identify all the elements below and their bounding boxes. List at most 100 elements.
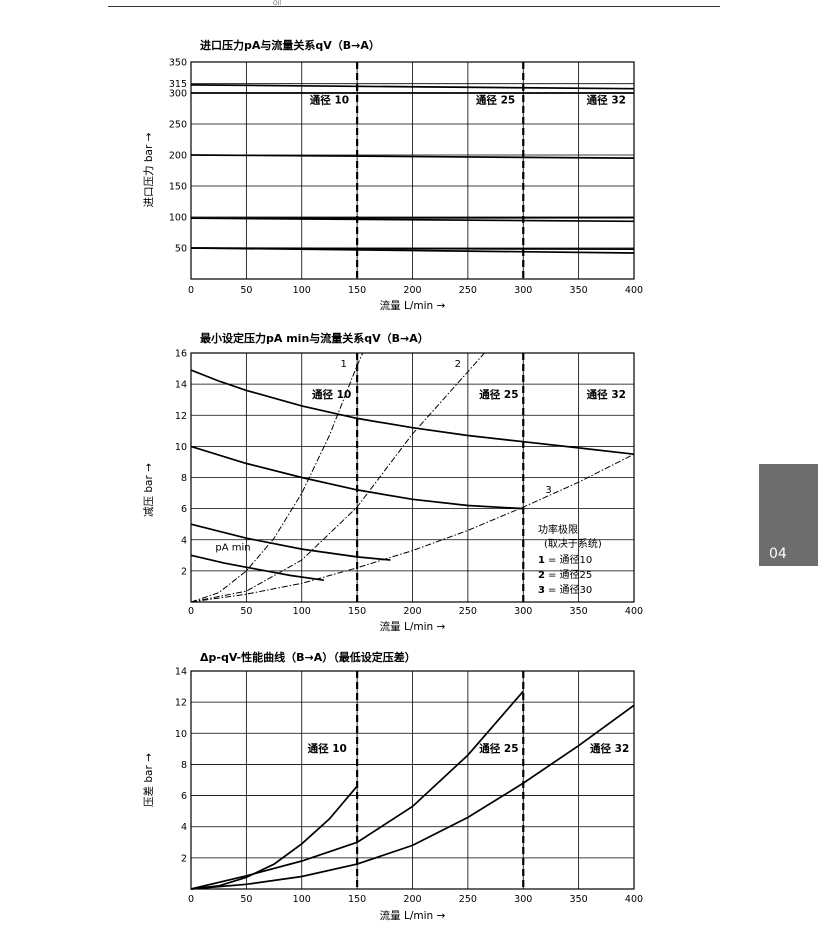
legend-item-text: = 通径10 [548, 553, 592, 566]
region-label: 通径 10 [310, 94, 349, 107]
y-tick-label: 150 [169, 182, 187, 193]
x-tick-label: 150 [348, 606, 366, 617]
curve-label: pA min [215, 543, 250, 554]
series-line-1 [190, 84, 635, 90]
chart-title: 进口压力pA与流量关系qV（B→A） [200, 38, 380, 52]
x-tick-label: 100 [293, 894, 311, 905]
y-tick-label: 100 [169, 213, 187, 224]
x-tick-label: 250 [459, 606, 477, 617]
series-line-2 [190, 445, 524, 510]
y-tick-label: 315 [169, 79, 187, 90]
y-axis-label: 压差 bar → [142, 753, 155, 807]
chart-title: 最小设定压力pA min与流量关系qV（B→A） [200, 331, 429, 345]
y-tick-label: 8 [181, 760, 187, 771]
y-tick-label: 2 [181, 566, 187, 577]
chart-2: 最小设定压力pA min与流量关系qV（B→A） 0 50 100 150 200 250 3… [143, 331, 643, 633]
x-tick-label: 250 [459, 285, 477, 296]
x-tick-label: 400 [625, 285, 643, 296]
x-tick-label: 350 [570, 894, 588, 905]
x-tick-label: 200 [403, 285, 421, 296]
y-tick-label: 200 [169, 151, 187, 162]
y-axis-label: 进口压力 bar → [142, 132, 155, 207]
region-label: 通径 32 [587, 388, 626, 401]
x-tick-label: 250 [459, 894, 477, 905]
chart-title: Δp-qV-性能曲线（B→A）（最低设定压差） [200, 650, 416, 664]
region-label: 通径 25 [479, 388, 518, 401]
series-line-6 [190, 216, 635, 220]
y-tick-label: 10 [175, 442, 187, 453]
series-line-5 [190, 352, 364, 603]
x-tick-label: 100 [293, 285, 311, 296]
y-tick-label: 50 [175, 244, 187, 255]
region-label: 通径 25 [476, 94, 515, 107]
top-rule [108, 6, 720, 7]
region-label: 通径 10 [308, 742, 347, 755]
x-tick-label: 50 [240, 285, 252, 296]
series-line-6 [190, 352, 485, 603]
y-axis-label: 减压 bar → [143, 463, 155, 517]
legend-item-number: 2 [538, 570, 545, 581]
y-tick-label: 2 [181, 853, 187, 864]
legend-item-text: = 通径25 [548, 568, 592, 581]
x-tick-label: 50 [240, 894, 252, 905]
x-tick-label: 400 [625, 894, 643, 905]
y-tick-label: 4 [181, 822, 187, 833]
curve-label: 2 [455, 359, 461, 370]
plot-frame [190, 61, 635, 280]
chart-1: 进口压力pA与流量关系qV（B→A） 0 50 100 150 200 250 300 350 4… [142, 38, 643, 312]
series-line-3 [190, 523, 391, 561]
y-tick-label: 8 [181, 473, 187, 484]
x-tick-label: 150 [348, 894, 366, 905]
x-tick-label: 350 [570, 606, 588, 617]
x-tick-label: 300 [514, 285, 532, 296]
y-tick-label: 16 [175, 349, 187, 360]
legend-item-number: 1 [538, 555, 545, 566]
y-tick-label: 6 [181, 504, 187, 515]
region-label: 通径 25 [479, 742, 518, 755]
y-tick-label: 6 [181, 791, 187, 802]
series-line-7 [190, 247, 635, 254]
legend-subtitle: (取决于系统) [544, 537, 602, 550]
region-label: 通径 10 [312, 388, 351, 401]
y-tick-label: 4 [181, 535, 187, 546]
series-line-7 [190, 453, 635, 603]
y-tick-label: 10 [175, 729, 187, 740]
x-axis-label: 流量 L/min → [380, 299, 446, 312]
series-line-4 [190, 554, 325, 582]
side-tab-label: 04 [769, 546, 787, 562]
series-line-3 [190, 154, 635, 159]
series-line-1 [190, 369, 635, 456]
curve-label: 1 [341, 359, 347, 370]
x-tick-label: 50 [240, 606, 252, 617]
x-tick-label: 300 [514, 606, 532, 617]
region-label: 通径 32 [587, 94, 626, 107]
y-tick-label: 12 [175, 698, 187, 709]
x-tick-label: 200 [403, 894, 421, 905]
chart-3: Δp-qV-性能曲线（B→A）（最低设定压差） 0 50 100 150 200 250 30… [142, 650, 643, 922]
x-tick-label: 400 [625, 606, 643, 617]
legend-title: 功率极限 [538, 523, 578, 536]
y-tick-label: 300 [169, 89, 187, 100]
x-tick-label: 300 [514, 894, 532, 905]
x-tick-label: 0 [188, 894, 194, 905]
series-line-2 [190, 690, 524, 890]
x-tick-label: 0 [188, 606, 194, 617]
legend-item-number: 3 [538, 585, 545, 596]
x-axis-label: 流量 L/min → [380, 909, 446, 922]
y-tick-label: 14 [175, 380, 187, 391]
series-line-3 [190, 704, 635, 890]
y-tick-label: 12 [175, 411, 187, 422]
x-tick-label: 100 [293, 606, 311, 617]
x-tick-label: 150 [348, 285, 366, 296]
side-tab[interactable]: 04 [759, 464, 818, 566]
region-label: 通径 32 [590, 742, 629, 755]
legend-item-text: = 通径30 [548, 583, 592, 596]
y-tick-label: 350 [169, 58, 187, 69]
y-tick-label: 250 [169, 120, 187, 131]
x-tick-label: 0 [188, 285, 194, 296]
x-axis-label: 流量 L/min → [380, 620, 446, 633]
series-line-1 [190, 785, 358, 890]
x-tick-label: 350 [570, 285, 588, 296]
curve-label: 3 [545, 485, 551, 496]
